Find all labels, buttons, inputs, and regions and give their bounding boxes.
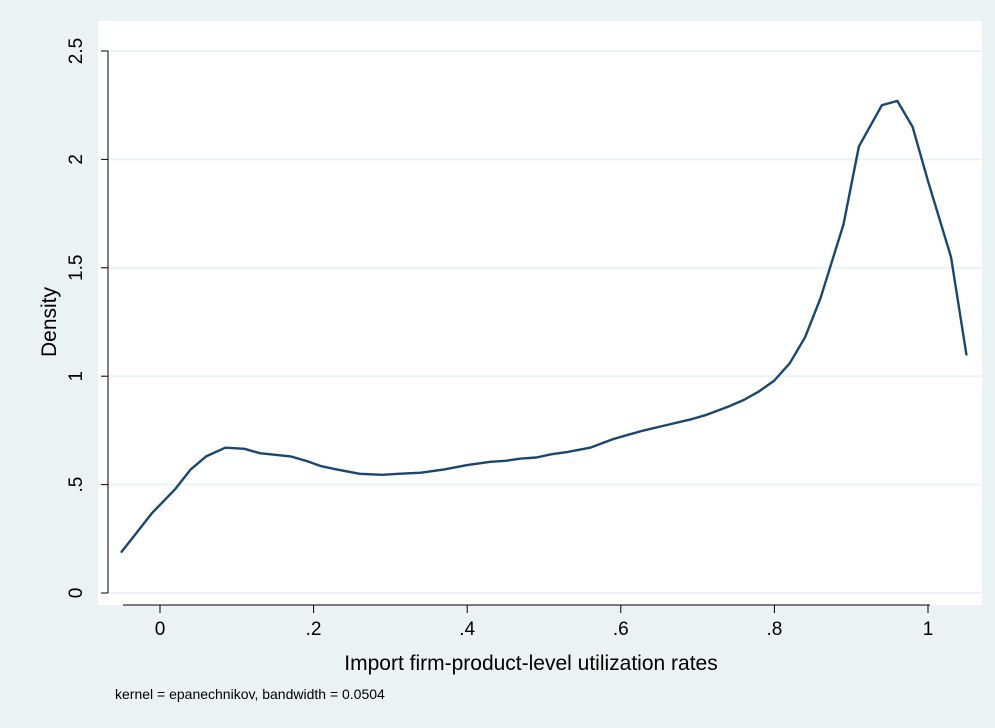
y-tick-label: 0 xyxy=(66,588,87,599)
density-line xyxy=(120,99,968,553)
x-tick-label: 1 xyxy=(923,619,934,640)
y-tick-label: 1.5 xyxy=(66,255,87,281)
y-tick-label: .5 xyxy=(66,477,87,493)
x-axis: 0 .2 .4 .6 .8 1 xyxy=(123,604,934,640)
y-axis-title: Density xyxy=(38,286,61,357)
y-tick-label: 2 xyxy=(66,154,87,165)
x-tick-label: .2 xyxy=(306,619,322,640)
kernel-note: kernel = epanechnikov, bandwidth = 0.050… xyxy=(115,686,385,702)
plot-area xyxy=(98,21,982,605)
series-group xyxy=(120,99,968,553)
x-tick-label: 0 xyxy=(155,619,166,640)
x-axis-title: Import firm-product-level utilization ra… xyxy=(344,652,717,675)
gridlines xyxy=(108,50,982,594)
x-tick-label: .6 xyxy=(613,619,629,640)
y-tick-label: 1 xyxy=(66,371,87,382)
y-axis: 0 .5 1 1.5 2 2.5 xyxy=(66,38,109,599)
y-tick-label: 2.5 xyxy=(66,38,87,64)
x-tick-label: .4 xyxy=(459,619,475,640)
x-tick-label: .8 xyxy=(766,619,782,640)
